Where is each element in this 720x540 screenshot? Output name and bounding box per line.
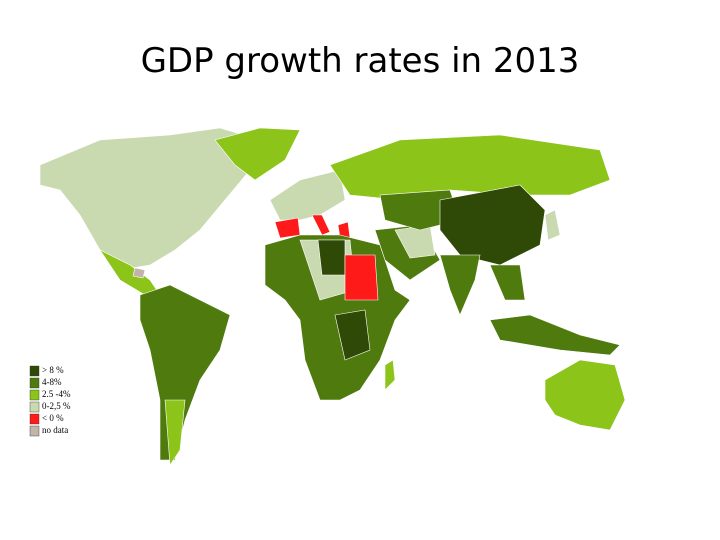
legend-swatch bbox=[29, 401, 40, 413]
legend: > 8 % 4-8% 2.5 -4% 0-2,5 % < 0 % no data bbox=[29, 365, 71, 437]
legend-label: > 8 % bbox=[42, 365, 64, 375]
legend-label: 0-2,5 % bbox=[42, 401, 71, 411]
legend-swatch bbox=[29, 389, 40, 401]
legend-swatch bbox=[29, 377, 40, 389]
legend-swatch bbox=[29, 365, 40, 377]
legend-label: < 0 % bbox=[42, 413, 64, 423]
legend-label: 2.5 -4% bbox=[42, 389, 71, 399]
legend-swatch bbox=[29, 413, 40, 425]
legend-label: no data bbox=[42, 425, 68, 435]
legend-swatch bbox=[29, 425, 40, 437]
title: GDP growth rates in 2013 bbox=[141, 41, 580, 81]
legend-label: 4-8% bbox=[42, 377, 62, 387]
world-map bbox=[39, 127, 626, 466]
